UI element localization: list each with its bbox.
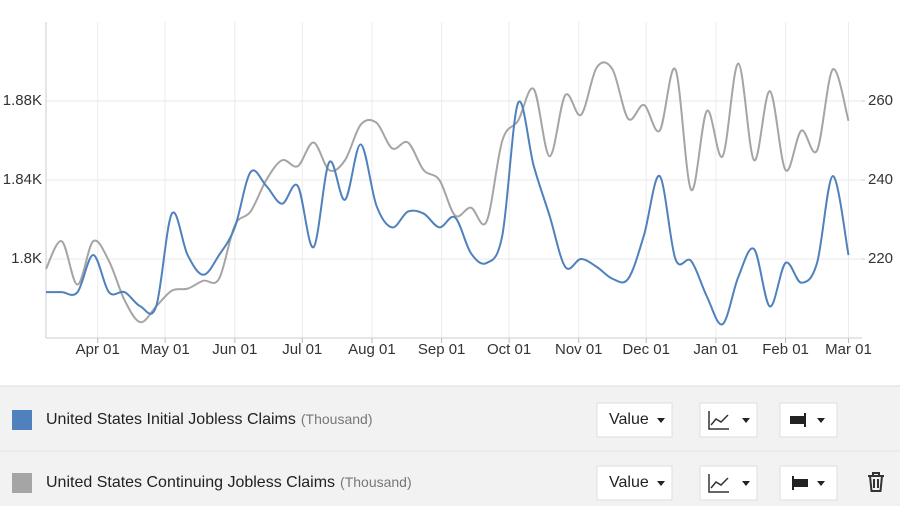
- legend-swatch[interactable]: [12, 473, 32, 493]
- series-line: [46, 100, 850, 326]
- legend: United States Initial Jobless Claims (Tho…: [12, 402, 838, 501]
- axis-icon: [790, 413, 806, 427]
- trash-icon[interactable]: [868, 472, 884, 492]
- axis-dropdown[interactable]: [779, 402, 838, 438]
- line-icon: [708, 474, 729, 493]
- y-tick-label: 1.88K: [3, 92, 42, 109]
- caret: [817, 481, 825, 486]
- legend-label: United States Continuing Jobless Claims (…: [46, 474, 412, 492]
- axis-dropdown[interactable]: [779, 465, 838, 501]
- chart: 1.8K 1.84K 1.88K 220 240 260 Apr 01 May 01 Jun 0…: [3, 22, 893, 358]
- x-tick-label: Feb 01: [762, 341, 809, 358]
- line-icon: [708, 411, 729, 430]
- series-unit: (Thousand): [340, 474, 412, 490]
- axis-icon: [792, 476, 808, 490]
- x-tick-label: Jun 01: [212, 341, 257, 358]
- caret: [657, 481, 665, 486]
- y2-tick-label: 240: [868, 171, 893, 188]
- caret: [817, 418, 825, 423]
- series-name: United States Continuing Jobless Claims: [46, 474, 335, 491]
- x-tick-label: Aug 01: [348, 341, 396, 358]
- caret: [742, 481, 750, 486]
- caret: [742, 418, 750, 423]
- x-tick-label: Jan 01: [693, 341, 738, 358]
- x-tick-label: Dec 01: [622, 341, 670, 358]
- caret: [657, 418, 665, 423]
- legend-swatch[interactable]: [12, 410, 32, 430]
- series-name: United States Initial Jobless Claims: [46, 411, 296, 428]
- x-tick-label: Mar 01: [825, 341, 872, 358]
- x-tick-label: Nov 01: [555, 341, 603, 358]
- x-tick-label: Jul 01: [282, 341, 322, 358]
- x-tick-label: Sep 01: [418, 341, 466, 358]
- y-tick-label: 1.84K: [3, 171, 42, 188]
- x-tick-label: Apr 01: [76, 341, 120, 358]
- dropdown-label: Value: [609, 411, 649, 428]
- dropdown-label: Value: [609, 474, 649, 491]
- y2-tick-label: 220: [868, 250, 893, 267]
- x-tick-label: May 01: [141, 341, 190, 358]
- series-line: [45, 61, 850, 324]
- x-tick-label: Oct 01: [487, 341, 531, 358]
- y-tick-label: 1.8K: [11, 250, 42, 267]
- series-unit: (Thousand): [301, 411, 373, 427]
- y2-tick-label: 260: [868, 92, 893, 109]
- legend-label: United States Initial Jobless Claims (Tho…: [46, 411, 372, 429]
